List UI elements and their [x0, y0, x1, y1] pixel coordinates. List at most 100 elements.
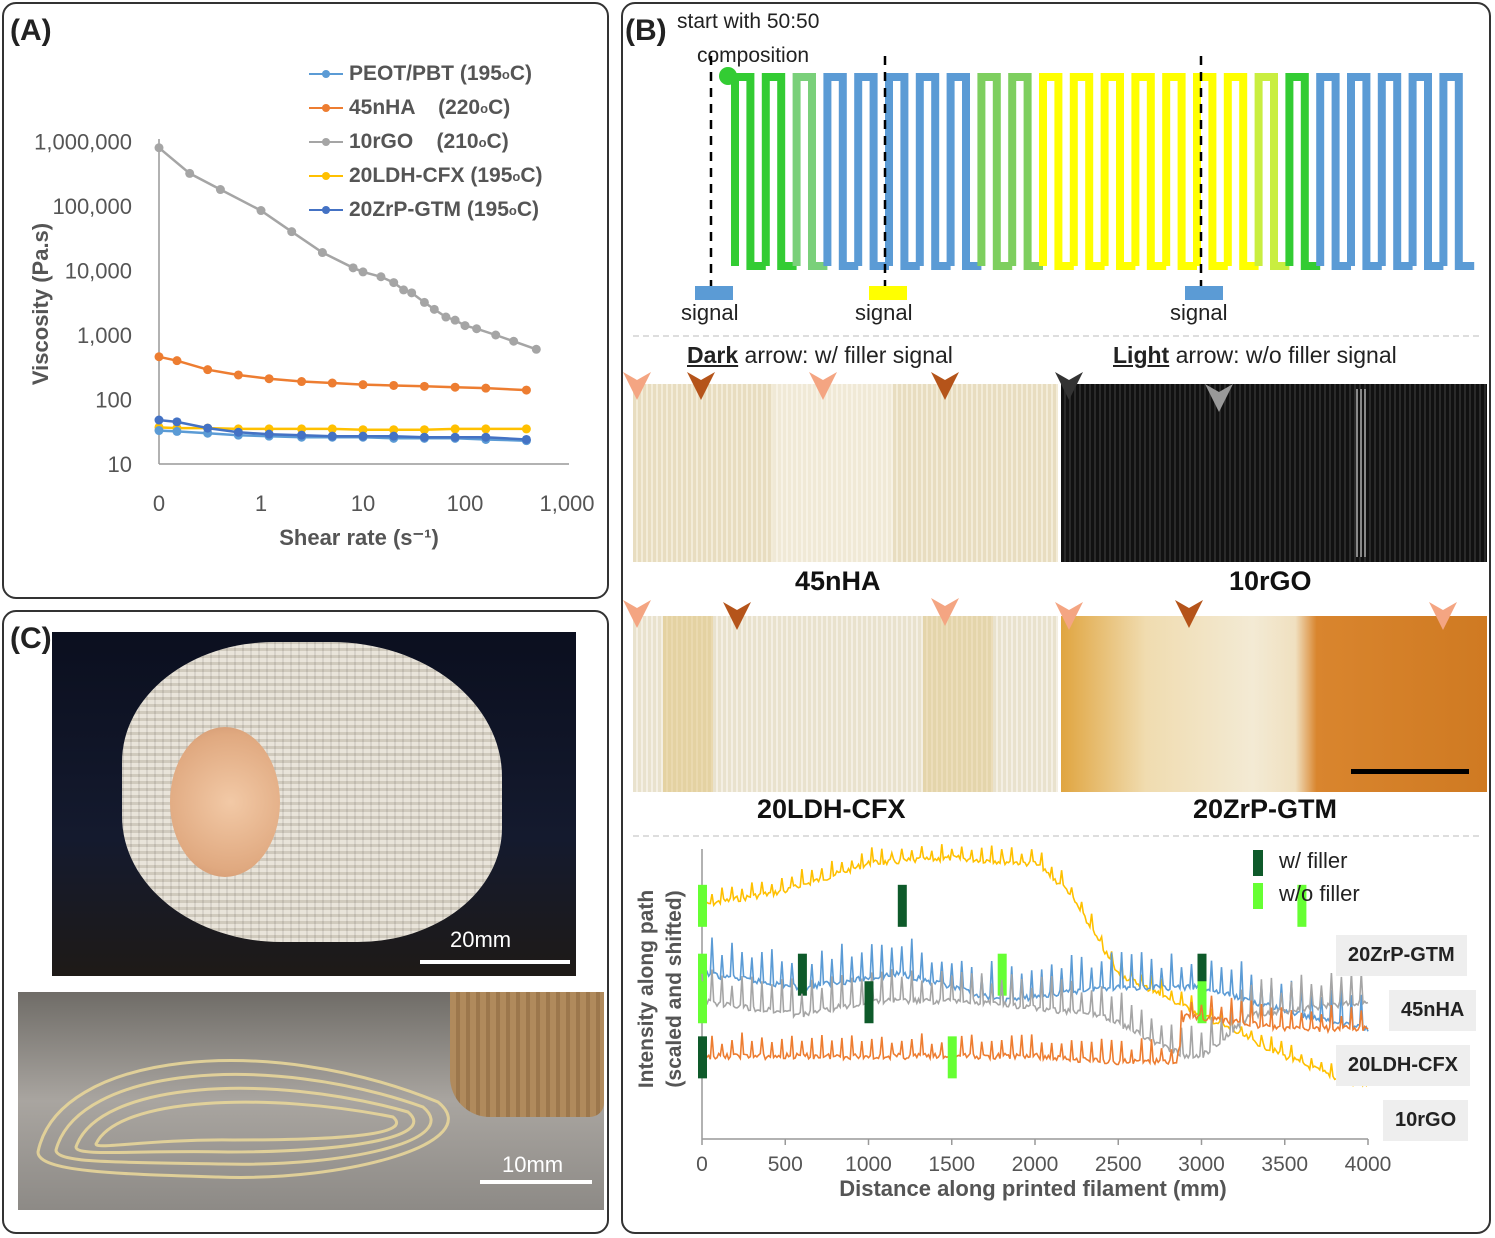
y-tick-label: 100	[95, 388, 132, 413]
path-segment	[731, 73, 766, 270]
x-axis-title: Shear rate (s⁻¹)	[279, 525, 439, 550]
dark-arrow	[1055, 372, 1083, 400]
data-point	[172, 426, 182, 436]
data-point	[419, 432, 429, 442]
data-point	[172, 417, 182, 427]
data-point	[185, 168, 195, 178]
data-point	[460, 321, 470, 331]
data-point	[531, 344, 541, 354]
sample-label-10rgo: 10rGO	[1229, 566, 1312, 596]
dark-arrow	[1175, 600, 1203, 628]
data-point	[203, 365, 213, 375]
x-tick-label: 100	[447, 491, 484, 516]
path-segment	[761, 73, 797, 270]
y-axis-title-line1: Intensity along path	[635, 890, 658, 1088]
scaffold-photo: 20mm	[52, 632, 576, 976]
path-segment	[1008, 73, 1043, 270]
signal-bar-yellow	[869, 286, 907, 300]
x-tick-label: 3000	[1178, 1153, 1225, 1176]
dark-arrow-legend: Dark arrow: w/ filler signal	[687, 342, 953, 369]
legend-entry: 10rGO (210 o C)	[309, 130, 509, 154]
path-segment	[1193, 73, 1228, 270]
data-point	[491, 330, 501, 340]
data-point	[154, 143, 164, 153]
data-point	[327, 424, 337, 434]
light-arrow	[1055, 602, 1083, 630]
legend-text: 20LDH-CFX (195	[349, 164, 513, 187]
legend-swatch	[309, 104, 343, 112]
data-point	[297, 377, 307, 387]
path-segment	[1131, 73, 1167, 270]
print-path-schematic	[695, 56, 1475, 300]
spiral-layers	[36, 1059, 450, 1179]
x-axis-title: Distance along printed filament (mm)	[839, 1176, 1227, 1201]
data-point	[481, 432, 491, 442]
data-point	[521, 424, 531, 434]
data-point	[389, 431, 399, 441]
legend-text: 45nHA (220	[349, 96, 481, 119]
data-point	[256, 206, 266, 216]
photo-10rgo	[1061, 384, 1487, 562]
divider-2	[633, 835, 1479, 837]
photo-20ldh-cfx	[633, 616, 1058, 792]
start-note-line2: composition	[697, 44, 810, 67]
data-point	[233, 370, 243, 380]
legend-entry: 20LDH-CFX (195 o C)	[309, 164, 543, 188]
series-line	[158, 355, 527, 392]
panel-a: (A) PEOT/PBT (195 o C) 45nHA (220 o C) 10rGO (…	[2, 2, 609, 599]
y-tick-label: 10	[108, 452, 132, 477]
photo-45nha	[633, 384, 1058, 562]
wo-filler-marker	[997, 953, 1007, 996]
legend-entry: 20ZrP-GTM (195 o C)	[309, 198, 539, 222]
data-point	[450, 315, 460, 325]
wo-filler-marker	[1197, 981, 1207, 1024]
data-point	[376, 272, 386, 282]
x-tick-label: 2500	[1095, 1153, 1142, 1176]
legend-swatch	[309, 138, 343, 146]
light-arrow	[931, 598, 959, 626]
y-axis-title: Viscosity (Pa.s)	[28, 223, 53, 385]
panel-c: (C) 20mm 10mm	[2, 610, 609, 1234]
legend-entry: PEOT/PBT (195 o C)	[309, 62, 532, 86]
dark-rest: arrow: w/ filler signal	[738, 342, 953, 368]
data-point	[327, 431, 337, 441]
scale-label-10mm: 10mm	[502, 1152, 564, 1177]
path-segment	[1223, 73, 1259, 270]
wo-filler-marker	[1297, 884, 1307, 927]
sample-label-20zrp-gtm: 20ZrP-GTM	[1193, 794, 1338, 824]
data-point	[429, 304, 439, 314]
y-tick-label: 1,000	[77, 323, 132, 348]
data-point	[297, 424, 307, 434]
w-filler-marker	[864, 981, 874, 1024]
data-point	[154, 352, 164, 362]
w-filler-marker	[698, 1036, 707, 1079]
scale-bar-10mm	[480, 1180, 592, 1184]
dark-arrow	[931, 372, 959, 400]
x-tick-label: 4000	[1345, 1153, 1392, 1176]
sample-label-20ldh-cfx: 20LDH-CFX	[757, 794, 906, 824]
path-segment	[1377, 73, 1413, 270]
light-arrow	[623, 600, 651, 628]
dark-arrow	[687, 372, 715, 400]
light-arrow	[1205, 384, 1233, 412]
legend-swatch	[309, 206, 343, 214]
series-line	[158, 146, 537, 351]
path-segment	[1254, 73, 1290, 270]
x-tick-label: 1,000	[539, 491, 594, 516]
x-tick-label: 10	[351, 491, 375, 516]
w-filler-marker	[1197, 953, 1207, 996]
path-segment	[823, 73, 859, 270]
x-tick-label: 0	[696, 1153, 708, 1176]
spiral-print-photo: 10mm	[18, 992, 604, 1210]
y-tick-label: 100,000	[52, 194, 132, 219]
data-point	[154, 426, 164, 436]
data-point	[389, 278, 399, 288]
trace-label-20ldh-cfx: 20LDH-CFX	[1336, 1045, 1471, 1086]
intensity-trace	[701, 995, 1369, 1066]
photo-20zrp-gtm	[1061, 616, 1487, 792]
y-tick-label: 10,000	[65, 259, 132, 284]
data-point	[419, 425, 429, 435]
light-rest: arrow: w/o filler signal	[1169, 342, 1397, 368]
panel-b: (B) start with 50:50 composition signal …	[621, 2, 1491, 1234]
legend-w-filler-swatch	[1253, 850, 1263, 876]
